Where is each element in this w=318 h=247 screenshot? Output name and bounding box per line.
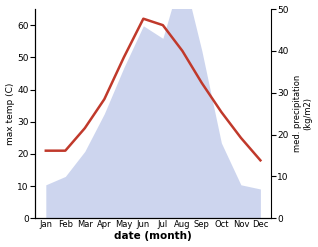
X-axis label: date (month): date (month) <box>114 231 192 242</box>
Y-axis label: med. precipitation
(kg/m2): med. precipitation (kg/m2) <box>293 75 313 152</box>
Y-axis label: max temp (C): max temp (C) <box>5 82 15 145</box>
